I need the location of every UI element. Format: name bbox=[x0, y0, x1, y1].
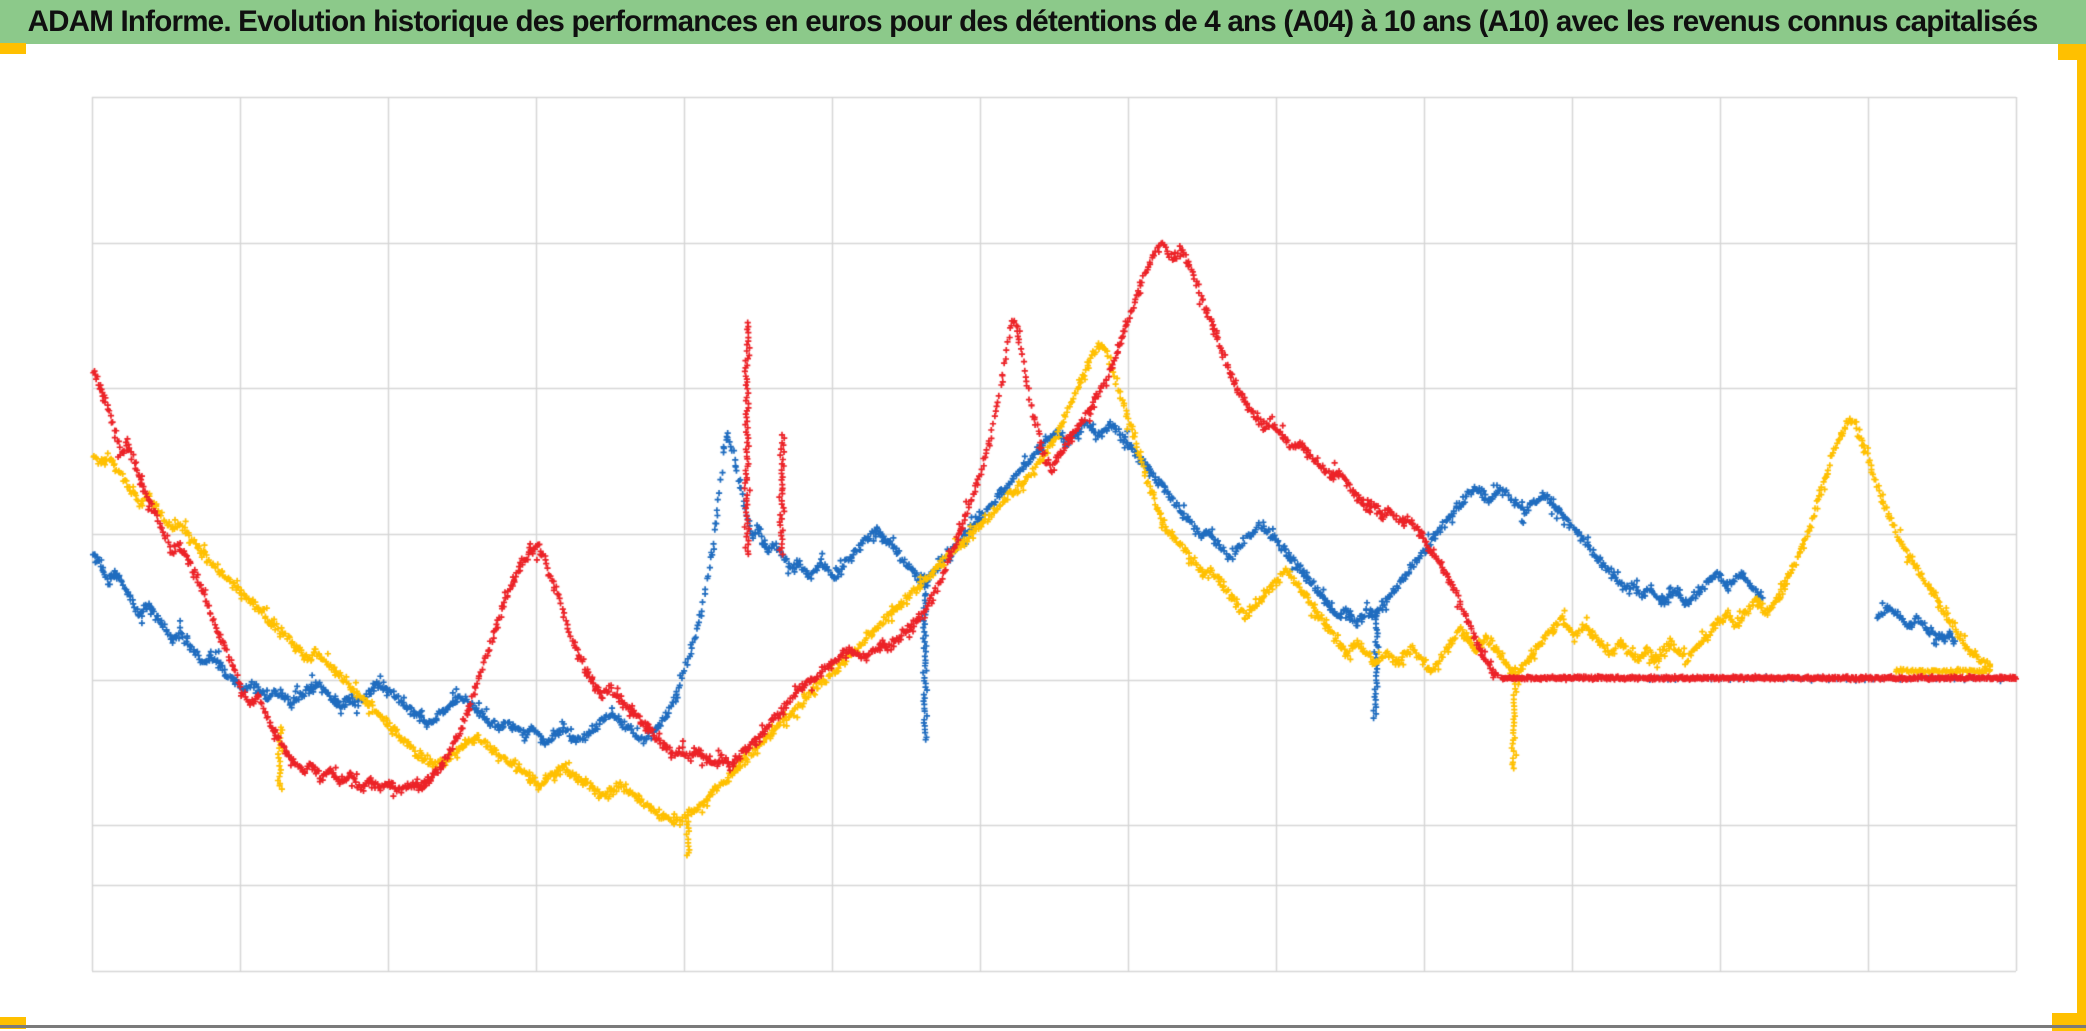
corner-accent-top-left bbox=[0, 43, 26, 54]
corner-accent-bottom-right bbox=[2052, 1013, 2086, 1031]
corner-accent-top-right bbox=[2058, 44, 2086, 60]
right-edge-accent-strip bbox=[2077, 44, 2086, 1031]
bottom-divider-rule bbox=[0, 1025, 2086, 1028]
